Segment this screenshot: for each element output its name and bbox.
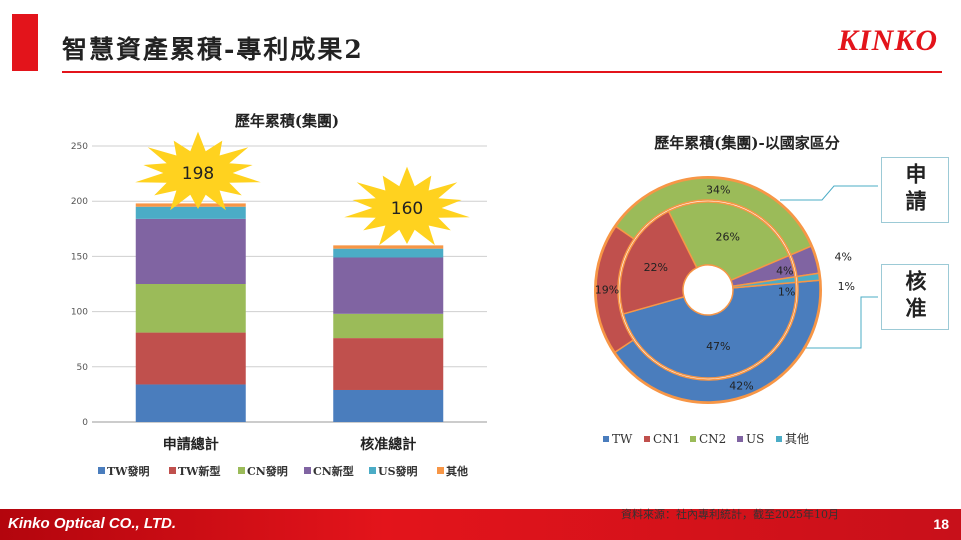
- donut-legend-swatch-2: [644, 436, 650, 442]
- donut-inner-label-2: 22%: [644, 261, 668, 274]
- donut-outer-label-4: 4%: [834, 251, 851, 264]
- x-tick-label-1: 申請總計: [163, 436, 219, 453]
- y-tick-label-250: 250: [71, 142, 88, 152]
- donut-legend-swatch-3: [690, 436, 696, 442]
- y-tick-label-50: 50: [77, 363, 89, 373]
- x-tick-label-2: 核准總計: [360, 436, 416, 453]
- bar-segment-1-3: [135, 284, 246, 333]
- callout-line-grant: [786, 296, 878, 349]
- donut-slice-labels: 42% 19% 34% 4% 1% 47% 22% 26% 4% 1%: [595, 184, 855, 393]
- donut-outer-label-5: 1%: [838, 280, 855, 293]
- donut-legend-label-5: 其他: [785, 432, 809, 446]
- kinko-logo: KINKO: [838, 24, 939, 57]
- bar-chart-legend: TW發明 TW新型 CN發明 CN新型 US發明 其他: [98, 464, 468, 478]
- slide-title: 智慧資產累積-專利成果2: [62, 35, 364, 64]
- donut-inner-slice-2: [619, 210, 698, 315]
- donut-chart-legend: TW CN1 CN2 US 其他: [603, 432, 809, 446]
- total-burst-1: [135, 131, 261, 211]
- donut-legend-swatch-5: [776, 436, 782, 442]
- callout-line-apply: [780, 185, 878, 201]
- legend-label-5: US發明: [378, 464, 418, 478]
- legend-swatch-5: [369, 467, 376, 474]
- donut-inner-slice-3: [667, 201, 790, 282]
- bar-chart-x-axis: 申請總計 核准總計: [163, 436, 417, 453]
- bar-segment-1-6: [135, 203, 246, 207]
- callout-grant: 核准: [881, 264, 949, 330]
- y-tick-label-150: 150: [71, 252, 88, 262]
- donut-legend-swatch-4: [737, 436, 743, 442]
- bar-chart-bars: [135, 203, 444, 422]
- y-tick-label-100: 100: [71, 308, 88, 318]
- donut-outer-label-2: 19%: [595, 283, 619, 296]
- legend-label-6: 其他: [446, 464, 468, 478]
- title-accent-bar: [12, 14, 38, 71]
- donut-chart: 歷年累積(集團)-以國家區分 42% 19% 34% 4% 1% 47% 22% 26% 4% 1…: [594, 134, 878, 446]
- legend-swatch-1: [98, 467, 105, 474]
- bar-chart-y-axis: 0 50 100 150 200 250: [71, 142, 88, 428]
- donut-inner-label-4: 4%: [776, 265, 793, 278]
- y-tick-label-200: 200: [71, 197, 88, 207]
- donut-chart-title: 歷年累積(集團)-以國家區分: [654, 134, 839, 152]
- callout-connector-lines: [780, 185, 878, 349]
- callout-apply: 申請: [881, 157, 949, 223]
- bar-segment-1-4: [135, 218, 246, 284]
- bar-segment-2-4: [333, 257, 444, 314]
- y-tick-label-0: 0: [82, 418, 88, 428]
- donut-legend-label-1: TW: [612, 432, 633, 446]
- bar-segment-2-5: [333, 248, 444, 258]
- donut-inner-label-1: 47%: [706, 340, 730, 353]
- total-label-2: 160: [391, 199, 423, 219]
- legend-label-1: TW發明: [107, 464, 150, 478]
- bar-chart-title: 歷年累積(集團): [235, 112, 339, 130]
- bar-segment-1-2: [135, 332, 246, 385]
- legend-swatch-3: [238, 467, 245, 474]
- donut-legend-label-4: US: [746, 432, 764, 446]
- bar-segment-2-3: [333, 313, 444, 339]
- source-note: 資料來源：社內專利統計，截至2025年10月: [621, 508, 839, 521]
- bar-segment-1-5: [135, 206, 246, 219]
- legend-swatch-4: [304, 467, 311, 474]
- stacked-bar-chart: 歷年累積(集團) 0 50 100 150 200 250 198 160 申請總計 核准總計…: [71, 112, 487, 478]
- donut-rings: [594, 176, 822, 404]
- donut-inner-slice-5: [731, 275, 797, 289]
- donut-inner-label-3: 26%: [715, 231, 739, 244]
- total-burst-2: [344, 166, 470, 246]
- legend-label-2: TW新型: [178, 464, 221, 478]
- legend-swatch-6: [437, 467, 444, 474]
- title-underline: [62, 71, 942, 73]
- page-number: 18: [933, 516, 949, 532]
- donut-inner-slice-1: [622, 281, 797, 379]
- donut-outer-label-1: 42%: [729, 379, 753, 392]
- bar-segment-2-2: [333, 338, 444, 390]
- legend-swatch-2: [169, 467, 176, 474]
- legend-label-3: CN發明: [247, 464, 288, 478]
- donut-hole: [684, 266, 732, 314]
- donut-legend-label-3: CN2: [699, 432, 726, 446]
- donut-legend-label-2: CN1: [653, 432, 680, 446]
- legend-label-4: CN新型: [313, 464, 354, 478]
- total-bursts: 198 160: [135, 131, 470, 246]
- bar-segment-1-1: [135, 384, 246, 422]
- footer-company-name: Kinko Optical CO., LTD.: [8, 515, 177, 532]
- donut-outer-label-3: 34%: [706, 184, 730, 197]
- bar-segment-2-6: [333, 245, 444, 249]
- footer-bar: Kinko Optical CO., LTD. 18: [0, 509, 961, 540]
- donut-outer-slice-5: [796, 272, 821, 283]
- donut-legend-swatch-1: [603, 436, 609, 442]
- bar-segment-2-1: [333, 389, 444, 422]
- donut-outer-border: [594, 176, 822, 404]
- total-label-1: 198: [182, 164, 214, 184]
- donut-inner-label-5: 1%: [778, 285, 795, 298]
